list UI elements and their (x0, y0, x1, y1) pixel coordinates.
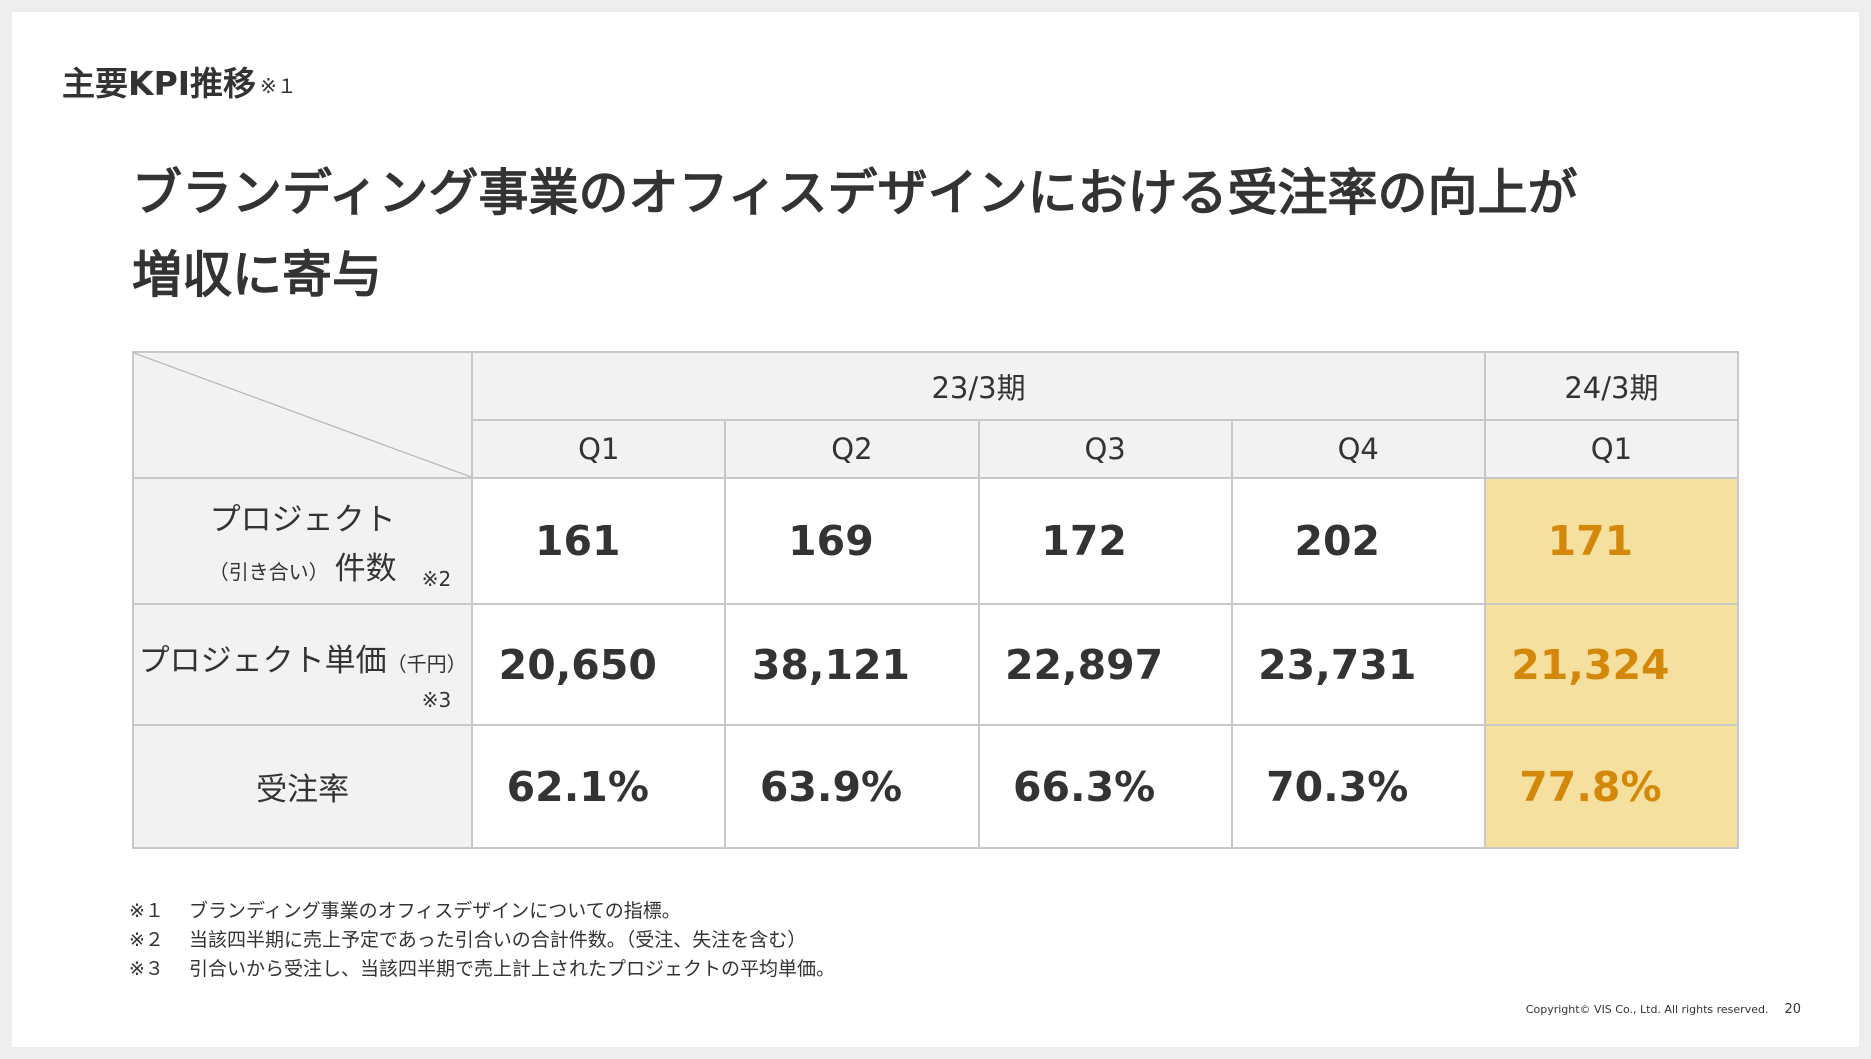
footnotes: ※１ ブランディング事業のオフィスデザインについての指標。 ※２ 当該四半期に売上予… (129, 897, 835, 984)
row-label-main: 受注率 (256, 772, 350, 808)
quarter-header-row: Q1 Q2 Q3 Q4 Q1 (133, 419, 1740, 479)
footnote-text: ブランディング事業のオフィスデザインについての指標。 (189, 900, 681, 922)
table-cell: 202 (1230, 477, 1486, 605)
table-cell: 172 (977, 477, 1233, 605)
period-header-23-3: 23/3期 (471, 351, 1486, 421)
footnote-mark: ※１ (129, 900, 164, 922)
footnote: ※３ 引合いから受注し、当該四半期で売上計上されたプロジェクトの平均単価。 (129, 955, 835, 984)
table-row-order-rate: 受注率 62.1% 63.9% 66.3% 70.3% 77.8% (131, 724, 1740, 849)
headline-line-2: 増収に寄与 (132, 246, 382, 304)
page-number: 20 (1784, 1002, 1801, 1017)
quarter-header: Q3 (977, 419, 1233, 479)
corner-diagonal (134, 353, 471, 477)
footnote: ※２ 当該四半期に売上予定であった引合いの合計件数。（受注、失注を含む） (129, 926, 835, 955)
headline-line-1: ブランディング事業のオフィスデザインにおける受注率の向上が (132, 164, 1578, 222)
table-cell: 23,731 (1230, 603, 1486, 726)
table-cell: 22,897 (977, 603, 1233, 726)
row-label-project-count: プロジェクト （引き合い） 件数 ※2 (131, 477, 474, 605)
table-cell: 38,121 (724, 603, 980, 726)
quarter-header: Q1 (471, 419, 727, 479)
table-cell: 62.1% (471, 724, 727, 849)
footnote: ※１ ブランディング事業のオフィスデザインについての指標。 (129, 897, 835, 926)
table-cell-highlight: 171 (1483, 477, 1740, 605)
section-title-note: ※１ (260, 74, 297, 98)
row-label-sub: 件数 (334, 551, 397, 587)
section-title: 主要KPI推移 ※１ (62, 57, 297, 105)
footnote-mark: ※２ (129, 929, 164, 951)
row-note: ※2 (421, 567, 452, 591)
row-label-unit: （千円） (386, 652, 467, 676)
row-label-order-rate: 受注率 (131, 724, 474, 849)
copyright: Copyright© VIS Co., Ltd. All rights rese… (1526, 1002, 1801, 1017)
slide: 主要KPI推移 ※１ ブランディング事業のオフィスデザインにおける受注率の向上が … (12, 12, 1859, 1047)
table-cell: 20,650 (471, 603, 727, 726)
row-label-unit-price: プロジェクト単価（千円） ※3 (131, 603, 474, 726)
row-label-main: プロジェクト (209, 502, 396, 538)
kpi-table: 23/3期 24/3期 Q1 Q2 Q3 Q4 Q1 プロジェクト （引き合い）… (131, 351, 1740, 849)
table-cell: 161 (471, 477, 727, 605)
table-cell-highlight: 77.8% (1483, 724, 1740, 849)
period-header-row: 23/3期 24/3期 (131, 351, 1740, 479)
quarter-header: Q2 (724, 419, 980, 479)
table-cell: 63.9% (724, 724, 980, 849)
table-cell: 66.3% (977, 724, 1233, 849)
table-corner-cell (131, 351, 474, 479)
headline: ブランディング事業のオフィスデザインにおける受注率の向上が 増収に寄与 (132, 152, 1578, 316)
row-label-sub-small: （引き合い） (208, 560, 329, 584)
copyright-text: Copyright© VIS Co., Ltd. All rights rese… (1525, 1003, 1769, 1016)
quarter-header: Q4 (1230, 419, 1486, 479)
table-cell: 169 (724, 477, 980, 605)
table-row-project-unit-price: プロジェクト単価（千円） ※3 20,650 38,121 22,897 23,… (131, 603, 1740, 726)
table-cell-highlight: 21,324 (1483, 603, 1740, 726)
row-label-main: プロジェクト単価 (138, 643, 387, 679)
quarter-header: Q1 (1483, 419, 1740, 479)
footnote-text: 当該四半期に売上予定であった引合いの合計件数。（受注、失注を含む） (189, 929, 807, 951)
row-note: ※3 (421, 688, 452, 712)
table-row-project-count: プロジェクト （引き合い） 件数 ※2 161 169 172 202 171 (131, 477, 1740, 605)
table-cell: 70.3% (1230, 724, 1486, 849)
section-title-text: 主要KPI推移 (62, 64, 257, 103)
footnote-mark: ※３ (129, 958, 164, 980)
footnote-text: 引合いから受注し、当該四半期で売上計上されたプロジェクトの平均単価。 (189, 958, 836, 980)
period-header-24-3: 24/3期 (1483, 351, 1740, 421)
